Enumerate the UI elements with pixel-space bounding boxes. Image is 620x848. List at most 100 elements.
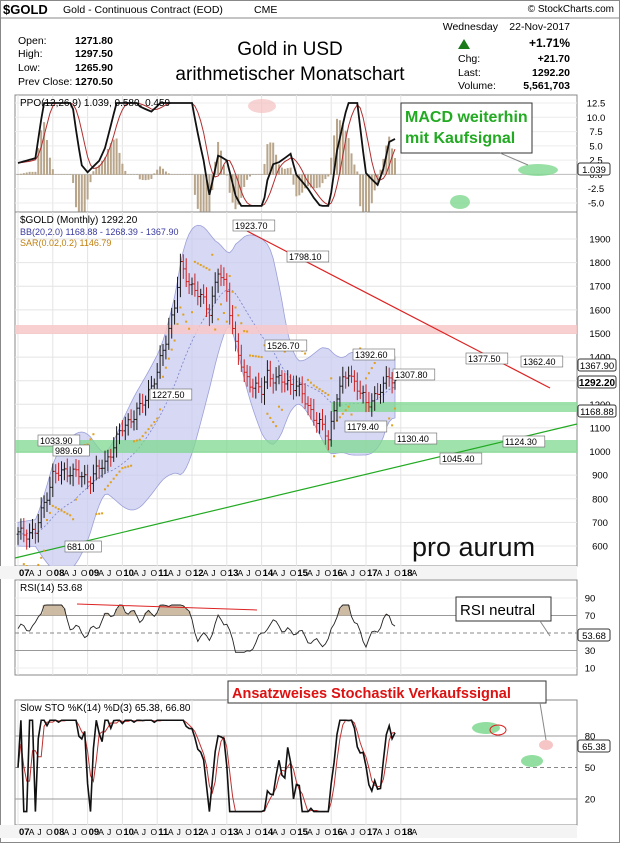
sar-dot: [391, 424, 394, 427]
price-right-tag-value: 1168.88: [580, 407, 614, 418]
pct-change: +1.71%: [529, 36, 570, 50]
sar-dot: [72, 518, 75, 521]
x-axis-month-label: O: [220, 827, 227, 837]
sar-dot: [324, 391, 327, 394]
sar-dot: [138, 438, 141, 441]
sar-dot: [173, 339, 176, 342]
support-zone-1200: [331, 402, 577, 412]
price-tick-label: 1700: [589, 282, 610, 293]
x-axis-month-label: O: [359, 568, 366, 578]
x-axis-year-label: 07: [19, 568, 30, 579]
x-axis-band: [0, 566, 577, 579]
x-axis-month-label: A: [272, 568, 278, 578]
x-axis-month-label: O: [220, 568, 227, 578]
x-axis-month-label: A: [272, 827, 278, 837]
sar-dot: [283, 350, 286, 353]
sto-last-value: 65.38: [582, 742, 606, 753]
sar-dot: [164, 366, 167, 369]
sar-dot: [205, 267, 208, 270]
ppo-histogram-bar: [359, 174, 362, 207]
x-axis-month-label: J: [281, 568, 285, 578]
sar-dot: [260, 356, 263, 359]
x-axis-year-label: 08: [54, 827, 65, 838]
ppo-histogram-bar: [40, 130, 43, 175]
ppo-histogram-bar: [80, 174, 83, 230]
ppo-histogram-bar: [350, 153, 353, 175]
ppo-histogram-bar: [228, 174, 231, 193]
sar-dot: [127, 465, 130, 468]
price-tick-label: 1500: [589, 329, 610, 340]
ppo-histogram-bar: [95, 167, 98, 175]
sar-dot: [211, 253, 214, 256]
price-label: 1227.50: [152, 390, 185, 400]
ppo-histogram-bar: [104, 157, 106, 175]
ppo-bottom-highlight: [450, 195, 470, 209]
sar-dot: [153, 421, 156, 424]
ppo-histogram-bar: [179, 174, 182, 175]
ppo-histogram-bar: [208, 174, 211, 226]
x-axis-month-label: J: [37, 827, 41, 837]
x-axis-month-label: J: [142, 827, 146, 837]
sar-dot: [188, 327, 191, 330]
x-axis-year-label: 09: [89, 568, 100, 579]
ppo-histogram-bar: [365, 174, 367, 242]
x-axis-year-label: 12: [193, 827, 204, 838]
x-axis-year-label: 10: [123, 827, 134, 838]
sar-dot: [231, 290, 234, 293]
ppo-histogram-bar: [292, 174, 295, 185]
x-axis-month-label: A: [168, 827, 174, 837]
ppo-histogram-bar: [170, 174, 173, 175]
sar-dot: [370, 367, 373, 370]
x-axis-month-label: A: [29, 827, 35, 837]
ppo-histogram-bar: [333, 135, 336, 175]
sar-dot: [208, 268, 211, 271]
x-axis-year-label: 18: [402, 568, 413, 579]
chg-label: Chg:: [458, 53, 480, 65]
sar-dot: [22, 563, 25, 566]
price-label: 1130.40: [397, 434, 429, 444]
x-axis-year-label: 09: [89, 827, 100, 838]
ppo-histogram-bar: [327, 174, 330, 177]
sar-dot: [147, 428, 150, 431]
copyright: © StockCharts.com: [528, 4, 614, 15]
x-axis-year-label: 15: [297, 827, 308, 838]
price-label-box: [286, 250, 330, 263]
sar-dot: [191, 311, 193, 314]
price-label-box: [465, 352, 509, 365]
x-axis-month-label: J: [211, 568, 215, 578]
ppo-histogram-bar: [46, 140, 48, 175]
ppo-tick-label: -5.0: [588, 199, 604, 210]
ppo-histogram-bar: [86, 174, 89, 200]
x-axis-year-label: 14: [263, 568, 274, 579]
sto-tick-label: 20: [585, 795, 596, 806]
open-label: Open:: [18, 35, 47, 47]
sar-dot: [156, 417, 159, 420]
sar-dot: [220, 303, 222, 306]
price-label-box: [439, 452, 483, 465]
ppo-histogram-bar: [237, 174, 240, 205]
sar-dot: [75, 498, 77, 501]
x-axis-month-label: O: [151, 827, 158, 837]
sar-dot: [309, 381, 312, 384]
ppo-histogram-bar: [173, 174, 176, 175]
sar-dot: [217, 318, 220, 321]
sar-dot: [373, 361, 376, 364]
sar-dot: [196, 262, 199, 265]
up-arrow-icon: [458, 39, 470, 49]
x-axis-month-label: J: [351, 568, 355, 578]
x-axis-month-label: J: [246, 568, 250, 578]
price-label: 1526.70: [267, 341, 300, 351]
sar-dot: [170, 348, 173, 351]
sar-dot: [106, 484, 109, 487]
ppo-histogram-bar: [338, 120, 341, 175]
price-label-box: [149, 388, 193, 401]
ppo-histogram-bar: [83, 174, 86, 215]
ppo-histogram-bar: [115, 138, 118, 175]
ppo-histogram-bar: [321, 174, 324, 184]
ppo-histogram-bar: [260, 174, 263, 175]
ppo-histogram-bar: [191, 174, 193, 175]
ppo-legend: PPO(12,26,9) 1.039, 0.580, 0.459: [20, 98, 171, 109]
ppo-histogram-bar: [54, 174, 57, 175]
ppo-histogram-bar: [34, 171, 37, 175]
x-axis-month-label: O: [325, 827, 332, 837]
